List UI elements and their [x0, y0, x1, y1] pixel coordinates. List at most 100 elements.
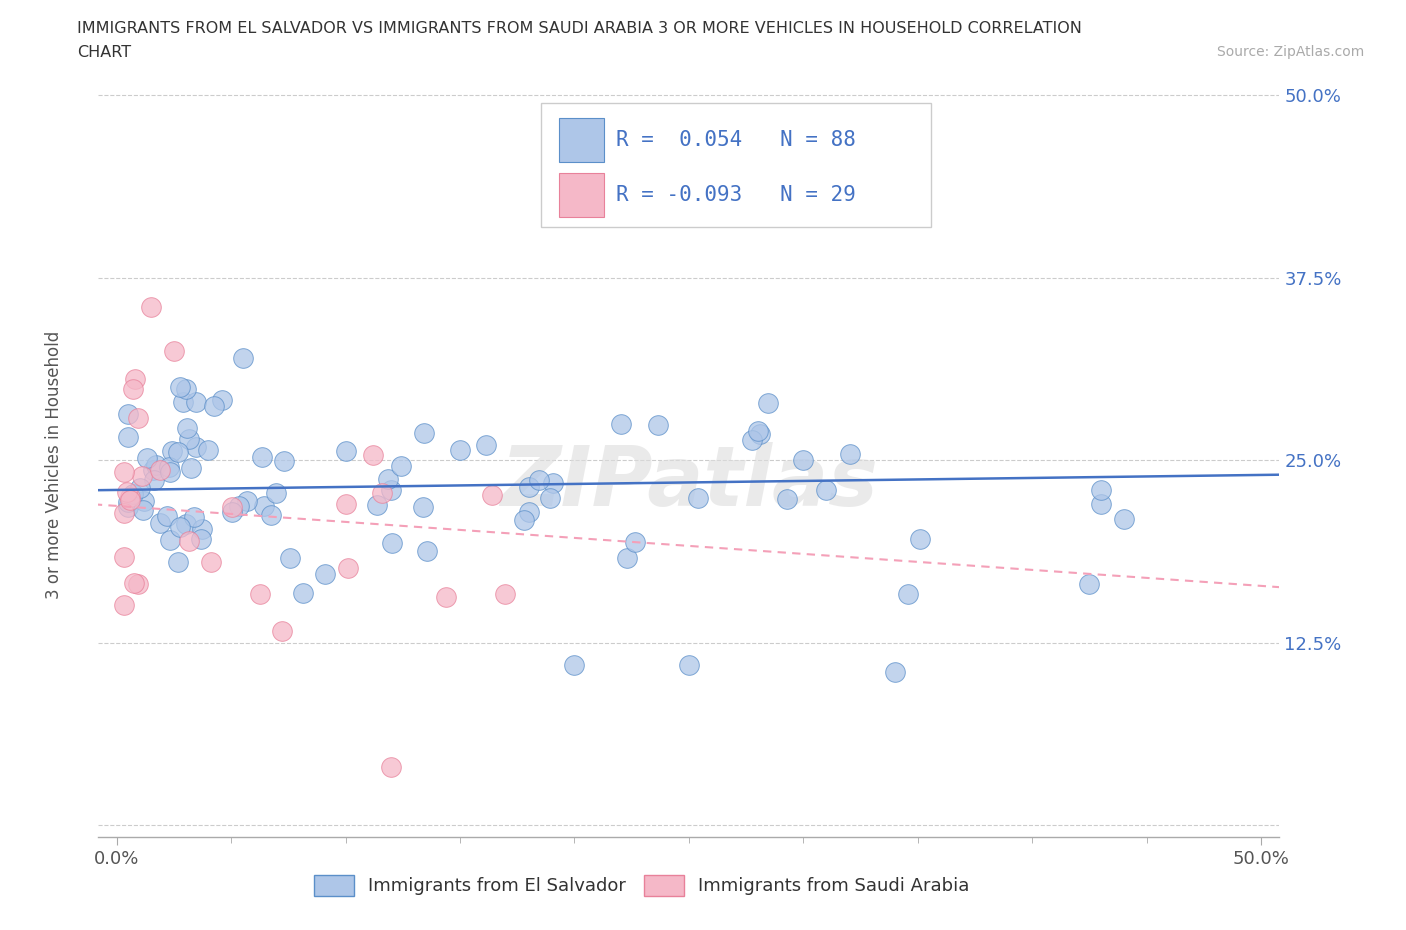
Point [815, 482, 838, 497]
Point [232, 350, 254, 365]
Point [228, 498, 250, 513]
Point [236, 494, 259, 509]
Point [1090, 497, 1112, 512]
Point [221, 499, 243, 514]
Point [616, 551, 638, 565]
Point [449, 443, 471, 458]
Point [756, 396, 779, 411]
Point [250, 449, 273, 464]
Point [897, 587, 920, 602]
Point [647, 418, 669, 432]
Text: 3 or more Vehicles in Household: 3 or more Vehicles in Household [45, 331, 63, 599]
Point [124, 575, 146, 590]
Point [260, 507, 283, 522]
Point [180, 460, 202, 475]
Point [273, 454, 295, 469]
Point [169, 520, 191, 535]
Point [155, 509, 177, 524]
Point [416, 544, 439, 559]
Point [157, 459, 180, 474]
Point [190, 532, 212, 547]
Point [1090, 482, 1112, 497]
Point [127, 411, 149, 426]
Point [159, 465, 181, 480]
Point [160, 444, 183, 458]
Point [908, 532, 931, 547]
FancyBboxPatch shape [560, 173, 605, 218]
Point [149, 515, 172, 530]
Point [564, 658, 586, 672]
Point [184, 439, 207, 454]
Point [434, 590, 457, 604]
Point [748, 427, 770, 442]
Point [117, 430, 139, 445]
Point [190, 522, 212, 537]
Point [127, 576, 149, 591]
Point [186, 394, 208, 409]
Point [112, 550, 135, 565]
Point [112, 465, 135, 480]
Point [163, 343, 186, 358]
Point [741, 432, 763, 447]
Point [623, 535, 645, 550]
Point [253, 498, 276, 513]
Point [117, 499, 139, 514]
Point [543, 476, 565, 491]
Point [122, 381, 145, 396]
Point [112, 506, 135, 521]
Point [200, 554, 222, 569]
Point [366, 498, 388, 512]
Point [117, 495, 139, 510]
Text: IMMIGRANTS FROM EL SALVADOR VS IMMIGRANTS FROM SAUDI ARABIA 3 OR MORE VEHICLES I: IMMIGRANTS FROM EL SALVADOR VS IMMIGRANT… [77, 21, 1083, 36]
Point [688, 491, 710, 506]
Point [141, 463, 163, 478]
Point [179, 534, 201, 549]
Point [128, 481, 150, 496]
Point [197, 443, 219, 458]
Point [211, 392, 233, 407]
Point [389, 458, 412, 473]
Point [792, 453, 814, 468]
FancyBboxPatch shape [541, 102, 931, 227]
Point [1078, 577, 1101, 591]
Point [380, 483, 402, 498]
Point [381, 536, 404, 551]
Point [519, 479, 541, 494]
Point [678, 183, 700, 198]
FancyBboxPatch shape [560, 118, 605, 163]
Point [292, 586, 315, 601]
Point [142, 473, 165, 488]
Point [112, 598, 135, 613]
Point [517, 505, 540, 520]
Point [264, 485, 287, 500]
Point [335, 497, 357, 512]
Point [174, 516, 197, 531]
Text: ZIPatlas: ZIPatlas [501, 443, 877, 524]
Point [117, 406, 139, 421]
Point [202, 399, 225, 414]
Point [412, 426, 434, 441]
Point [412, 499, 434, 514]
Point [183, 510, 205, 525]
Point [149, 462, 172, 477]
Point [131, 469, 153, 484]
Point [336, 560, 359, 575]
Point [177, 432, 200, 446]
Text: Source: ZipAtlas.com: Source: ZipAtlas.com [1216, 45, 1364, 59]
Point [134, 494, 156, 509]
Point [176, 420, 198, 435]
Point [159, 533, 181, 548]
Point [481, 488, 503, 503]
Point [174, 382, 197, 397]
Point [122, 486, 145, 501]
Point [249, 587, 271, 602]
Point [884, 665, 907, 680]
Point [169, 380, 191, 395]
Point [132, 502, 155, 517]
Point [314, 566, 336, 581]
Point [377, 472, 399, 486]
Point [221, 505, 243, 520]
Point [678, 658, 700, 672]
Legend: Immigrants from El Salvador, Immigrants from Saudi Arabia: Immigrants from El Salvador, Immigrants … [314, 875, 970, 896]
Point [776, 492, 799, 507]
